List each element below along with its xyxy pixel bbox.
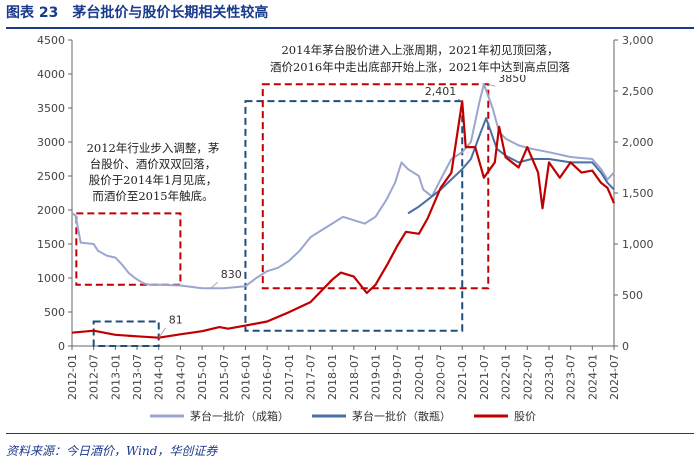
y-right-tick-label: 2,500 (622, 85, 654, 98)
y-left-tick-label: 1000 (37, 272, 65, 285)
annotation-bg (279, 42, 561, 58)
y-left-tick-label: 1500 (37, 238, 65, 251)
annotation-line: 而酒价至2015年触底。 (92, 189, 213, 203)
legend-label: 茅台一批价（成箱） (190, 409, 289, 423)
chart-legend: 茅台一批价（成箱） 茅台一批价（散瓶） 股价 (150, 409, 536, 423)
x-tick-label: 2014-01 (153, 354, 166, 400)
point-label: 830 (221, 268, 242, 281)
annotation-bg (87, 156, 219, 172)
y-left-tick-label: 0 (58, 340, 65, 353)
source-note: 资料来源：今日酒价，Wind，华创证券 (6, 444, 218, 458)
x-tick-label: 2022-01 (500, 354, 513, 400)
highlight-boxes (75, 83, 490, 347)
y-right-tick-label: 2,000 (622, 136, 654, 149)
x-tick-label: 2015-01 (196, 354, 209, 400)
y-left-tick-label: 2500 (37, 170, 65, 183)
label-leader (457, 98, 463, 102)
annotation-line: 酒价2016年中走出底部开始上涨，2021年中达到高点回落 (270, 60, 571, 74)
x-tick-label: 2024-01 (586, 354, 599, 400)
annotation-bg (267, 59, 573, 75)
y-left-tick-label: 2000 (37, 204, 65, 217)
y-left-tick-label: 3000 (37, 136, 65, 149)
series-lines (71, 83, 616, 339)
annotation-line: 股价于2014年1月见底， (89, 173, 218, 187)
x-tick-label: 2012-07 (88, 354, 101, 400)
y-right-tick-label: 500 (622, 289, 643, 302)
y-right-tick-label: 1,500 (622, 187, 654, 200)
point-labels: 3850 2,401 830 81 (158, 72, 526, 338)
chart-axes: 0 500 1000 1500 2000 2500 3000 3500 4000 4500 0 500… (37, 34, 654, 400)
x-tick-label: 2021-07 (478, 354, 491, 400)
annotation-notes: 2012年行业步入调整，茅台股价、酒价双双回落， 股价于2014年1月见底， 而酒价… (84, 42, 573, 204)
annotation-line: 台股价、酒价双双回落， (90, 157, 217, 171)
x-tick-label: 2015-07 (218, 354, 231, 400)
x-tick-label: 2019-07 (391, 354, 404, 400)
y-left-tick-label: 500 (44, 306, 65, 319)
x-tick-label: 2020-07 (435, 354, 448, 400)
x-tick-label: 2016-07 (261, 354, 274, 400)
x-tick-label: 2017-01 (283, 354, 296, 400)
highlight-box (244, 100, 464, 332)
y-left-tick-label: 4000 (37, 68, 65, 81)
chart-canvas: 0 500 1000 1500 2000 2500 3000 3500 4000 4500 0 500… (37, 34, 654, 423)
legend-label: 茅台一批价（散瓶） (352, 409, 451, 423)
point-label: 3850 (498, 72, 526, 85)
x-tick-label: 2012-01 (66, 354, 79, 400)
label-leader (210, 281, 219, 289)
x-tick-label: 2022-07 (521, 354, 534, 400)
annotation-line: 2012年行业步入调整，茅 (87, 141, 220, 155)
title-divider (6, 27, 694, 29)
y-right-tick-label: 0 (622, 340, 629, 353)
annotation-bg (90, 188, 216, 204)
x-tick-label: 2013-07 (131, 354, 144, 400)
footer-divider (6, 433, 694, 434)
highlight-box (92, 320, 160, 347)
point-label: 81 (169, 314, 183, 327)
x-tick-label: 2024-07 (608, 354, 621, 400)
x-tick-label: 2019-01 (370, 354, 383, 400)
y-right-tick-label: 1,000 (622, 238, 654, 251)
x-tick-label: 2020-01 (413, 354, 426, 400)
x-tick-label: 2014-07 (174, 354, 187, 400)
x-tick-label: 2018-01 (326, 354, 339, 400)
figure-title: 图表 23 茅台批价与股价长期相关性较高 (6, 5, 269, 21)
legend-label: 股价 (514, 410, 536, 423)
x-tick-label: 2018-07 (348, 354, 361, 400)
y-right-tick-label: 3,000 (622, 34, 654, 47)
annotation-line: 2014年茅台股价进入上涨周期，2021年初见顶回落， (281, 43, 558, 57)
annotation-bg (86, 172, 220, 188)
x-tick-label: 2021-01 (456, 354, 469, 400)
series-line-2 (407, 117, 615, 215)
x-tick-label: 2017-07 (304, 354, 317, 400)
label-leader (488, 83, 496, 87)
point-label: 2,401 (425, 85, 457, 98)
x-tick-label: 2016-01 (239, 354, 252, 400)
label-leader (158, 327, 167, 338)
series-line-3 (71, 99, 616, 339)
y-left-tick-label: 3500 (37, 102, 65, 115)
x-tick-label: 2023-01 (543, 354, 556, 400)
highlight-box (261, 83, 490, 290)
x-tick-label: 2023-07 (565, 354, 578, 400)
annotation-bg (84, 140, 222, 156)
y-left-tick-label: 4500 (37, 34, 65, 47)
x-tick-label: 2013-01 (109, 354, 122, 400)
highlight-box (75, 212, 182, 286)
